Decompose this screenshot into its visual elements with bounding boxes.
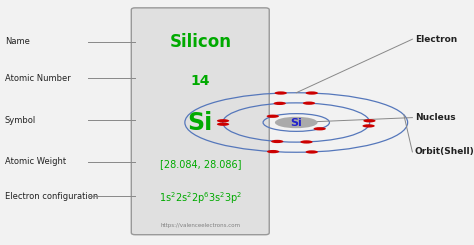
Ellipse shape — [273, 102, 286, 105]
Ellipse shape — [306, 91, 318, 95]
Text: Nucleus: Nucleus — [415, 113, 456, 122]
Ellipse shape — [275, 117, 318, 128]
Ellipse shape — [303, 101, 315, 105]
Text: Electron configuration: Electron configuration — [5, 192, 98, 200]
Text: [28.084, 28.086]: [28.084, 28.086] — [160, 159, 241, 169]
Text: Si: Si — [291, 118, 302, 127]
Text: Orbit(Shell): Orbit(Shell) — [415, 147, 474, 156]
FancyBboxPatch shape — [131, 8, 269, 235]
Ellipse shape — [363, 124, 375, 128]
Text: Si: Si — [188, 110, 213, 135]
Text: Electron: Electron — [415, 35, 457, 44]
Ellipse shape — [217, 122, 229, 126]
Text: Symbol: Symbol — [5, 116, 36, 124]
Ellipse shape — [271, 140, 283, 143]
Text: Silicon: Silicon — [169, 33, 231, 51]
Text: $\mathregular{1s^{2}2s^{2}2p^{6}3s^{2}3p^{2}}$: $\mathregular{1s^{2}2s^{2}2p^{6}3s^{2}3p… — [159, 191, 242, 206]
Ellipse shape — [301, 140, 313, 144]
Ellipse shape — [313, 127, 326, 130]
Ellipse shape — [363, 119, 375, 122]
Text: https://valenceelectrons.com: https://valenceelectrons.com — [160, 223, 240, 228]
Ellipse shape — [306, 150, 318, 154]
Ellipse shape — [267, 150, 279, 153]
Ellipse shape — [267, 115, 279, 118]
Ellipse shape — [274, 91, 287, 95]
Ellipse shape — [217, 119, 229, 122]
Text: Atomic Number: Atomic Number — [5, 74, 71, 83]
Text: Atomic Weight: Atomic Weight — [5, 157, 66, 166]
Text: Name: Name — [5, 37, 29, 46]
Text: 14: 14 — [191, 74, 210, 88]
